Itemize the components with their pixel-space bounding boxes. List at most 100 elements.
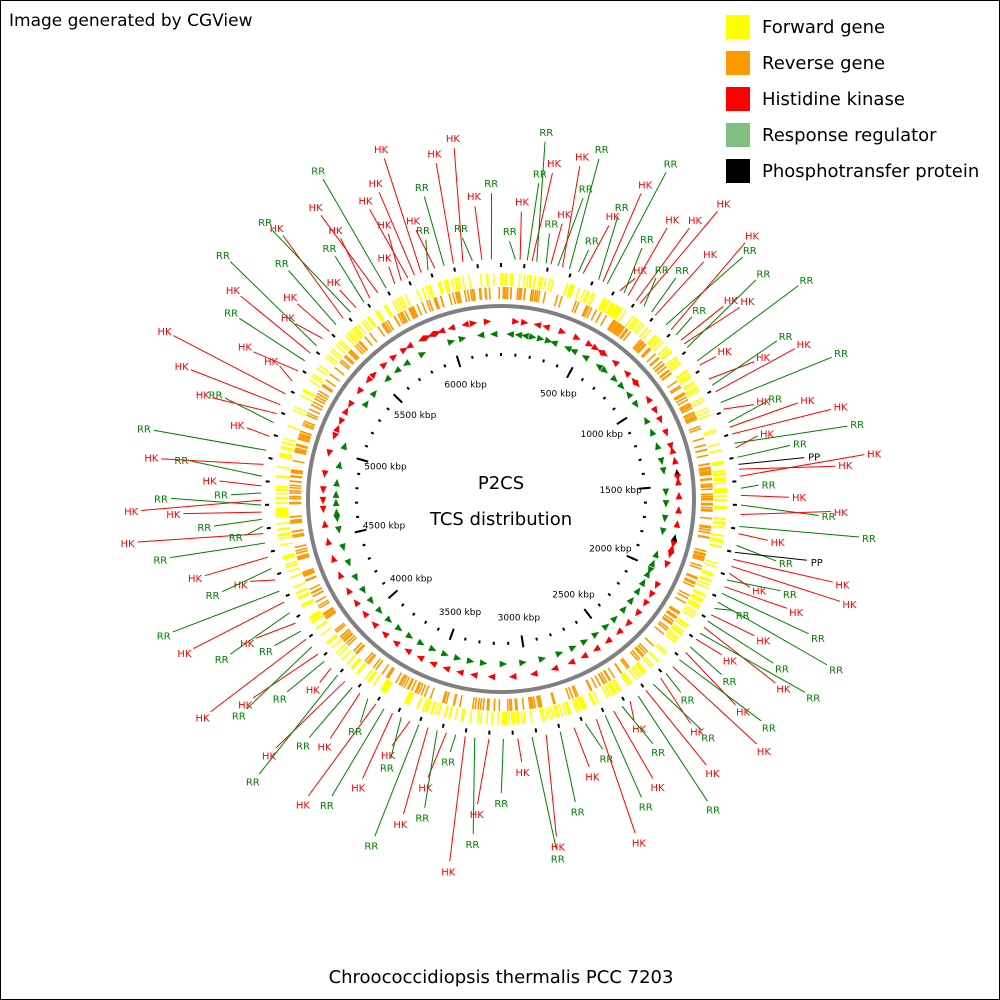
reverse-gene-mark xyxy=(693,553,706,559)
reverse-gene-mark xyxy=(594,311,602,324)
tcs-marker xyxy=(670,534,678,543)
tcs-marker xyxy=(580,651,589,659)
forward-gene-mark xyxy=(686,601,700,610)
reverse-gene-mark xyxy=(317,599,329,607)
forward-gene-mark xyxy=(425,285,431,299)
reverse-gene-mark xyxy=(532,696,537,709)
feature-leader xyxy=(477,738,490,805)
outer-tick xyxy=(611,291,615,296)
minor-tick xyxy=(580,377,585,382)
forward-gene-mark xyxy=(544,707,549,721)
reverse-gene-mark xyxy=(420,683,427,696)
feature-label-rr: RR xyxy=(579,184,593,195)
tcs-marker xyxy=(579,639,589,646)
reverse-gene-mark xyxy=(425,300,432,312)
forward-gene-mark xyxy=(331,348,343,359)
forward-gene-mark xyxy=(403,691,411,704)
forward-gene-mark xyxy=(608,304,617,317)
feature-leader xyxy=(557,197,584,267)
feature-label-hk: HK xyxy=(446,134,461,145)
tcs-marker xyxy=(469,320,478,328)
reverse-gene-mark xyxy=(686,572,699,579)
feature-leader xyxy=(723,404,755,410)
forward-gene-mark xyxy=(611,305,620,318)
reverse-gene-mark xyxy=(529,696,533,709)
forward-gene-mark xyxy=(612,306,621,319)
major-tick xyxy=(520,635,525,648)
tcs-marker xyxy=(650,405,658,414)
feature-leader xyxy=(231,492,262,496)
feature-label-hk: HK xyxy=(144,454,159,465)
reverse-gene-mark xyxy=(448,293,453,306)
tcs-marker xyxy=(675,506,682,514)
forward-gene-mark xyxy=(688,598,701,607)
forward-gene-mark xyxy=(632,665,642,677)
tcs-marker xyxy=(581,355,590,362)
feature-label-hk: HK xyxy=(358,196,373,207)
feature-label-hk: HK xyxy=(240,639,255,650)
reverse-gene-mark xyxy=(348,350,358,361)
reverse-gene-mark xyxy=(699,471,712,475)
feature-label-hk: HK xyxy=(515,198,530,209)
outer-tick xyxy=(387,291,391,296)
forward-gene-mark xyxy=(275,513,289,516)
reverse-gene-mark xyxy=(458,291,463,304)
outer-tick xyxy=(367,303,372,308)
forward-gene-mark xyxy=(606,683,615,696)
forward-gene-mark xyxy=(285,562,299,569)
forward-gene-mark xyxy=(565,701,571,715)
reverse-gene-mark xyxy=(675,396,688,404)
reverse-gene-mark xyxy=(441,691,447,703)
reverse-gene-mark xyxy=(700,506,713,509)
reverse-gene-mark xyxy=(662,616,673,625)
tcs-marker xyxy=(675,491,683,500)
reverse-gene-mark xyxy=(302,568,315,575)
forward-gene-mark xyxy=(443,704,449,718)
feature-label-rr: RR xyxy=(533,169,547,180)
forward-gene-mark xyxy=(460,708,465,722)
feature-label-hk: HK xyxy=(328,226,343,237)
feature-leader xyxy=(246,427,270,437)
reverse-gene-mark xyxy=(635,646,645,657)
tcs-marker xyxy=(661,514,669,523)
feature-leader xyxy=(240,295,311,354)
tcs-marker xyxy=(334,525,342,534)
forward-gene-mark xyxy=(275,511,289,515)
reverse-gene-mark xyxy=(345,634,356,645)
feature-label-hk: HK xyxy=(121,539,136,550)
reverse-gene-mark xyxy=(298,434,311,440)
feature-leader xyxy=(595,719,636,834)
forward-gene-mark xyxy=(448,706,453,720)
forward-gene-mark xyxy=(351,328,362,339)
feature-leader xyxy=(654,261,705,316)
feature-label-rr: RR xyxy=(348,727,362,738)
forward-gene-mark xyxy=(461,276,466,290)
forward-gene-mark xyxy=(289,572,302,579)
forward-gene-mark xyxy=(712,520,726,524)
minor-tick xyxy=(638,458,642,462)
reverse-gene-mark xyxy=(557,295,563,308)
forward-gene-mark xyxy=(284,560,298,566)
feature-leader xyxy=(545,233,550,264)
forward-gene-mark xyxy=(295,587,309,595)
tcs-marker xyxy=(536,334,545,342)
forward-gene-mark xyxy=(437,281,443,295)
feature-leader xyxy=(190,369,281,406)
legend-item-forward-gene: Forward gene xyxy=(726,9,979,45)
forward-gene-mark xyxy=(682,380,695,390)
reverse-gene-mark xyxy=(290,471,303,475)
feature-label-hk: HK xyxy=(800,396,815,407)
reverse-gene-mark xyxy=(637,343,647,354)
forward-gene-mark xyxy=(687,599,701,608)
feature-label-rr: RR xyxy=(762,481,776,492)
feature-label-hk: HK xyxy=(585,772,600,783)
tcs-marker xyxy=(554,651,564,658)
forward-gene-mark xyxy=(469,709,473,723)
reverse-gene-mark xyxy=(488,287,491,300)
forward-gene-mark xyxy=(713,487,727,491)
reverse-gene-mark xyxy=(515,698,519,711)
forward-gene-mark xyxy=(279,452,293,457)
feature-leader xyxy=(453,148,464,263)
feature-leader xyxy=(740,494,790,498)
feature-leader xyxy=(221,568,272,593)
